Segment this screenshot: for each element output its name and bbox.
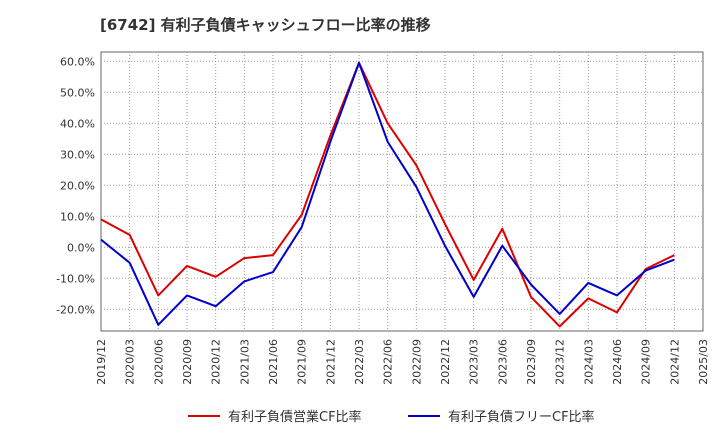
- x-tick-label: 2023/09: [525, 339, 538, 385]
- x-tick-label: 2023/06: [496, 339, 509, 385]
- y-tick-label: 30.0%: [60, 148, 95, 161]
- x-axis: 2019/12 2020/03 2020/06 2020/09 2020/12 2021/…: [95, 339, 710, 385]
- y-tick-label: 40.0%: [60, 117, 95, 130]
- x-tick-label: 2023/03: [468, 339, 481, 385]
- x-tick-label: 2019/12: [95, 339, 108, 385]
- x-tick-label: 2021/12: [324, 339, 337, 385]
- y-tick-label: 10.0%: [60, 210, 95, 223]
- y-axis: 60.0% 50.0% 40.0% 30.0% 20.0% 10.0% 0.0% -10.0%…: [56, 55, 95, 316]
- plot-area: [100, 51, 704, 332]
- x-tick-label: 2021/03: [238, 339, 251, 385]
- series-line-1: [100, 61, 675, 328]
- y-tick-label: -10.0%: [56, 272, 95, 285]
- x-tick-label: 2024/03: [582, 339, 595, 385]
- legend-label-1: 有利子負債営業CF比率: [228, 409, 362, 425]
- chart-title: [6742] 有利子負債キャッシュフロー比率の推移: [100, 16, 431, 34]
- x-tick-label: 2022/06: [382, 339, 395, 385]
- legend-label-2: 有利子負債フリーCF比率: [448, 409, 595, 425]
- series-group: [100, 61, 675, 328]
- series-line-2: [100, 61, 675, 326]
- y-tick-label: 50.0%: [60, 86, 95, 99]
- x-tick-label: 2020/03: [124, 339, 137, 385]
- x-tick-label: 2023/12: [554, 339, 567, 385]
- x-tick-label: 2024/12: [668, 339, 681, 385]
- x-tick-label: 2022/09: [410, 339, 423, 385]
- grid: [101, 52, 703, 331]
- x-tick-label: 2020/12: [210, 339, 223, 385]
- x-tick-label: 2024/06: [611, 339, 624, 385]
- x-tick-label: 2020/06: [152, 339, 165, 385]
- x-tick-label: 2021/06: [267, 339, 280, 385]
- y-tick-label: 60.0%: [60, 55, 95, 68]
- legend: 有利子負債営業CF比率 有利子負債フリーCF比率: [188, 409, 595, 425]
- y-tick-label: 20.0%: [60, 179, 95, 192]
- x-tick-label: 2022/12: [439, 339, 452, 385]
- x-tick-label: 2020/09: [181, 339, 194, 385]
- y-tick-label: 0.0%: [67, 241, 95, 254]
- x-tick-label: 2025/03: [697, 339, 710, 385]
- x-tick-label: 2022/03: [353, 339, 366, 385]
- y-tick-label: -20.0%: [56, 303, 95, 316]
- x-tick-label: 2021/09: [296, 339, 309, 385]
- x-tick-label: 2024/09: [640, 339, 653, 385]
